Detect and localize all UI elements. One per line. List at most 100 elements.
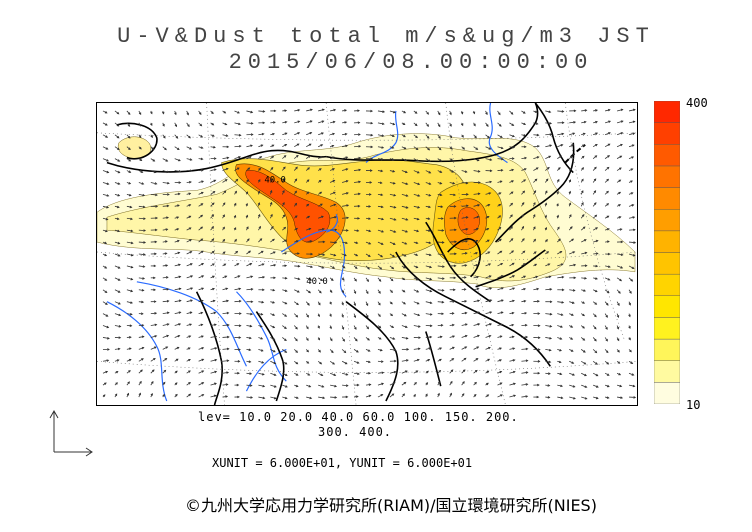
wind-vector <box>581 360 586 365</box>
wind-vector <box>425 277 432 280</box>
wind-vector-head <box>561 301 565 304</box>
wind-vector-head <box>105 147 109 150</box>
wind-vector-head <box>225 167 229 171</box>
wind-vector <box>353 169 361 171</box>
wind-vector-head <box>464 311 468 315</box>
wind-vector-head <box>127 135 131 139</box>
wind-vector-head <box>345 229 349 232</box>
wind-vector <box>102 170 109 173</box>
wind-vector-head <box>546 251 550 254</box>
wind-vector-head <box>250 110 254 114</box>
wind-vector-head <box>262 110 266 113</box>
wind-vector-head <box>417 313 421 317</box>
wind-vector-head <box>189 323 193 326</box>
wind-vector <box>186 299 193 303</box>
wind-vector-head <box>153 346 157 349</box>
wind-vector-head <box>417 347 421 351</box>
wind-vector-head <box>247 238 250 241</box>
wind-vector-head <box>307 373 311 376</box>
wind-vector-head <box>415 370 419 373</box>
wind-vector-head <box>475 147 479 150</box>
wind-vector <box>581 372 587 376</box>
wind-vector-head <box>544 227 548 230</box>
wind-vector-head <box>188 192 192 196</box>
wind-vector-head <box>593 190 597 193</box>
wind-vector-head <box>548 275 552 279</box>
wind-vector <box>497 275 504 279</box>
wind-vector-head <box>235 178 239 182</box>
wind-vector-head <box>167 193 170 196</box>
wind-vector <box>509 383 516 386</box>
wind-vector-head <box>165 159 169 162</box>
reference-vector-arrows <box>49 409 93 457</box>
wind-vector-head <box>345 180 349 183</box>
wind-vector-head <box>271 144 275 147</box>
wind-vector <box>222 360 229 362</box>
wind-vector-head <box>211 122 215 126</box>
wind-vector-head <box>201 346 205 350</box>
wind-vector-head <box>500 323 504 326</box>
wind-vector-head <box>105 135 109 138</box>
wind-vector-head <box>464 252 468 255</box>
wind-vector-head <box>428 241 432 245</box>
wind-vector-head <box>177 334 181 338</box>
wind-vector-head <box>463 357 467 361</box>
wind-vector-head <box>463 276 467 279</box>
wind-vector-head <box>559 348 562 352</box>
wind-vector <box>114 170 120 174</box>
wind-vector <box>616 144 623 148</box>
wind-vector <box>102 313 108 317</box>
wind-vector-head <box>261 263 265 266</box>
wind-vector-head <box>366 315 369 318</box>
wind-vector-head <box>573 276 577 280</box>
wind-vector-head <box>595 132 599 135</box>
wind-vector-head <box>294 202 298 206</box>
wind-vector-head <box>345 144 348 148</box>
wind-vector-head <box>282 214 286 217</box>
wind-vector-head <box>381 122 385 126</box>
wind-vector <box>318 253 325 256</box>
wind-vector-head <box>618 179 622 183</box>
wind-vector-head <box>155 205 159 208</box>
wind-vector-head <box>521 202 525 205</box>
wind-vector-head <box>353 303 357 307</box>
wind-vector-head <box>523 122 527 126</box>
wind-vector-head <box>380 394 384 397</box>
wind-vector-head <box>633 228 636 232</box>
wind-vector-head <box>321 385 325 388</box>
wind-vector-head <box>631 144 635 147</box>
wind-vector-head <box>294 178 298 182</box>
wind-vector <box>330 253 336 256</box>
wind-vector <box>258 110 265 112</box>
wind-vector-head <box>188 370 191 373</box>
wind-vector-head <box>154 182 158 185</box>
wind-vector <box>616 265 623 269</box>
wind-vector-head <box>273 109 277 113</box>
wind-vector-head <box>486 382 489 386</box>
wind-vector-head <box>511 323 515 327</box>
wind-vector-head <box>561 288 565 292</box>
wind-vector <box>318 265 324 269</box>
wind-vector-head <box>438 136 441 139</box>
wind-vector <box>222 179 228 183</box>
wind-vector-head <box>416 302 420 305</box>
wind-vector-head <box>606 228 610 231</box>
wind-vector <box>258 360 264 364</box>
wind-vector-head <box>245 191 249 195</box>
wind-vector-head <box>273 385 277 388</box>
wind-vector <box>604 120 611 124</box>
wind-vector <box>485 323 492 326</box>
wind-vector-head <box>416 358 420 362</box>
wind-vector-head <box>415 265 419 269</box>
wind-vector-head <box>166 334 170 338</box>
wind-vector-head <box>142 193 146 197</box>
wind-vector-head <box>426 112 430 115</box>
wind-vector-head <box>321 120 325 123</box>
wind-vector-head <box>238 348 241 351</box>
wind-vector-head <box>487 135 491 139</box>
wind-vector <box>616 132 623 136</box>
wind-vector-head <box>224 179 228 182</box>
wind-vector-head <box>129 205 133 209</box>
wind-vector-head <box>461 135 464 138</box>
wind-vector-head <box>178 263 181 267</box>
